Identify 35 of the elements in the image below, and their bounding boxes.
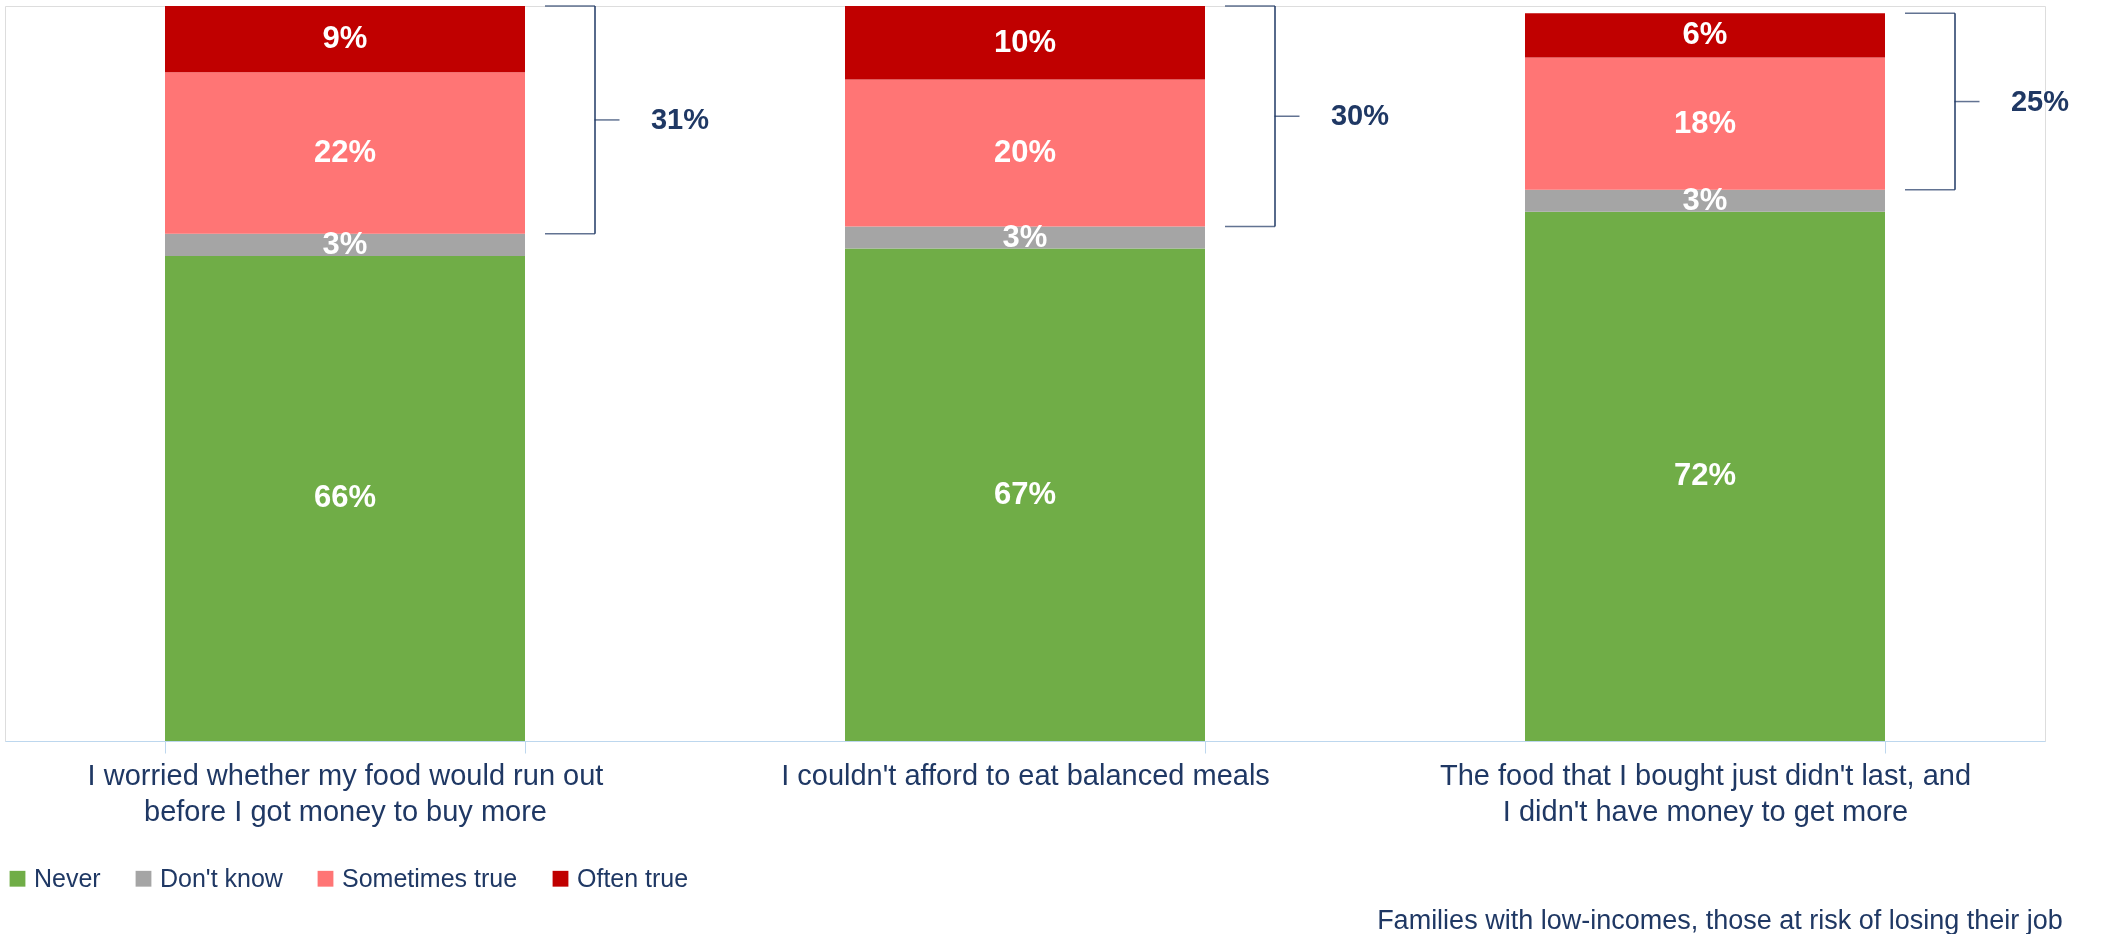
data-label: 22%: [313, 134, 377, 169]
annotation: 30%: [1330, 99, 1390, 132]
annotation: 31%: [650, 102, 710, 135]
data-label: 66%: [313, 479, 377, 515]
bar: [165, 72, 525, 234]
data-label: 10%: [993, 23, 1057, 59]
data-label: 72%: [1673, 457, 1737, 493]
data-label: 18%: [1673, 104, 1737, 140]
legend-label: Don't know: [160, 863, 284, 892]
text: Families with low-incomes, those at risk of losing their job: [1377, 905, 2063, 934]
legend-label: Often true: [577, 863, 689, 892]
x-tick-label: I worried whether my food would run out before I got money to buy more: [87, 758, 604, 827]
data-label: 20%: [993, 134, 1057, 169]
legend-label: Sometimes true: [342, 863, 518, 892]
bar: [165, 6, 525, 73]
x-tick-label: The food that I bought just didn't last, and I didn't have money to get more: [1439, 758, 1972, 827]
bar: [1525, 211, 1885, 741]
bar: [845, 226, 1205, 249]
data-label: 3%: [1682, 181, 1728, 217]
legend-label: Never: [34, 863, 101, 892]
bar: [845, 248, 1205, 741]
bar: [845, 79, 1205, 227]
data-label: 3%: [1002, 218, 1048, 254]
bar: [165, 255, 525, 741]
data-label: 6%: [1682, 16, 1728, 52]
bar: [165, 233, 525, 256]
annotation: 25%: [2010, 84, 2070, 117]
data-label: 3%: [322, 225, 368, 261]
data-label: 9%: [322, 20, 368, 56]
bar: [1525, 57, 1885, 190]
x-tick-label: I couldn't afford to eat balanced meals: [781, 758, 1270, 791]
bar: [845, 6, 1205, 80]
bar: [1525, 13, 1885, 58]
data-label: 67%: [993, 475, 1057, 511]
bar: [1525, 189, 1885, 212]
